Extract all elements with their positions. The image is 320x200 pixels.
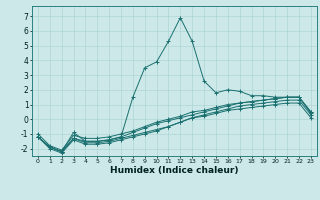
X-axis label: Humidex (Indice chaleur): Humidex (Indice chaleur) <box>110 166 239 175</box>
